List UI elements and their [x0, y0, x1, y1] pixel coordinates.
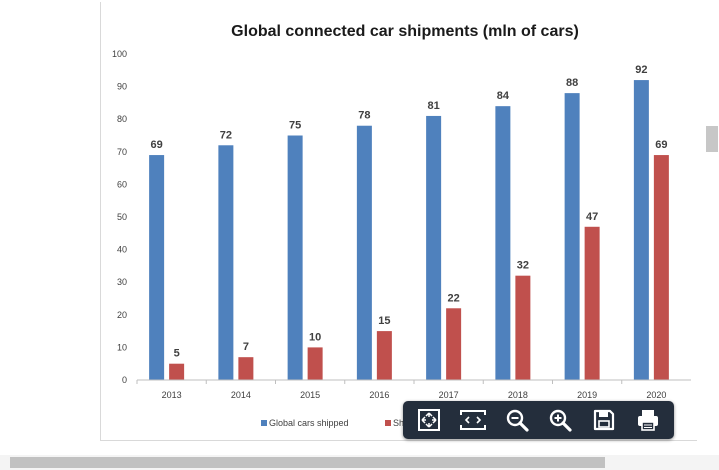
bar-global-2016	[356, 125, 372, 380]
data-label: 69	[151, 139, 163, 151]
data-label: 22	[448, 292, 460, 304]
data-label: 72	[220, 129, 232, 141]
y-tick-label: 10	[117, 342, 127, 352]
bar-second-2015	[307, 347, 323, 380]
data-label: 92	[635, 64, 647, 76]
bar-second-2020	[653, 155, 669, 380]
bar-global-2017	[426, 115, 442, 380]
y-tick-label: 70	[117, 147, 127, 157]
data-label: 5	[174, 348, 180, 360]
vertical-scrollbar[interactable]	[705, 0, 719, 455]
y-axis: 0 10 20 30 40 50 60 70 80 90 100	[112, 49, 127, 385]
legend-label: Sh	[393, 418, 404, 428]
bar-global-2019	[564, 93, 580, 381]
y-tick-label: 0	[122, 375, 127, 385]
x-tick-label: 2016	[369, 390, 389, 400]
data-label: 88	[566, 77, 578, 89]
bar-second-2016	[376, 331, 392, 380]
data-label: 10	[309, 331, 321, 343]
data-label: 32	[517, 260, 529, 272]
chart-title: Global connected car shipments (mln of c…	[231, 23, 579, 40]
data-label: 84	[497, 90, 510, 102]
x-tick-label: 2020	[646, 390, 666, 400]
y-tick-label: 100	[112, 49, 127, 59]
fit-to-page-button[interactable]	[414, 405, 444, 435]
connected-car-bar-chart: Global connected car shipments (mln of c…	[112, 23, 691, 428]
y-tick-label: 40	[117, 245, 127, 255]
bar-global-2015	[287, 135, 303, 380]
data-label: 78	[358, 110, 370, 122]
chart-legend: Global cars shipped Sh	[261, 418, 404, 428]
zoom-out-icon	[506, 409, 529, 432]
x-tick-label: 2018	[508, 390, 528, 400]
save-button[interactable]	[589, 405, 619, 435]
zoom-out-button[interactable]	[502, 405, 532, 435]
printer-icon	[638, 410, 659, 431]
x-tick-label: 2019	[577, 390, 597, 400]
data-label: 47	[586, 211, 598, 223]
bar-global-2020	[633, 80, 649, 380]
zoom-in-button[interactable]	[545, 405, 575, 435]
data-label: 69	[655, 139, 667, 151]
plot-area: 69 5 72 7 75 10 78 15 81 22 84 32 88 47 92 69	[149, 64, 669, 381]
y-tick-label: 80	[117, 114, 127, 124]
bar-second-2013	[169, 363, 185, 380]
x-tick-label: 2013	[162, 390, 182, 400]
data-label: 81	[428, 100, 440, 112]
legend-label: Global cars shipped	[269, 418, 349, 428]
document-page: Global connected car shipments (mln of c…	[100, 2, 697, 441]
legend-swatch	[261, 420, 267, 426]
fit-width-icon	[459, 410, 486, 430]
data-label: 15	[378, 315, 390, 327]
data-label: 7	[243, 341, 249, 353]
y-tick-label: 90	[117, 82, 127, 92]
bar-second-2018	[515, 275, 531, 380]
legend-swatch	[385, 420, 391, 426]
x-tick-label: 2017	[439, 390, 459, 400]
y-tick-label: 50	[117, 212, 127, 222]
y-tick-label: 60	[117, 179, 127, 189]
y-tick-label: 20	[117, 310, 127, 320]
fit-width-button[interactable]	[458, 405, 488, 435]
bar-global-2014	[218, 145, 234, 380]
x-axis: 2013 2014 2015 2016 2017 2018 2019 2020	[136, 379, 691, 400]
bar-second-2017	[446, 308, 462, 380]
x-tick-label: 2014	[231, 390, 251, 400]
data-label: 75	[289, 120, 301, 132]
floppy-disk-icon	[594, 409, 615, 431]
fit-to-page-icon	[417, 409, 440, 431]
bar-global-2013	[149, 155, 165, 380]
zoom-in-icon	[550, 409, 572, 432]
bar-second-2019	[584, 226, 600, 380]
print-button[interactable]	[633, 405, 663, 435]
y-tick-label: 30	[117, 277, 127, 287]
horizontal-scrollbar-thumb[interactable]	[10, 457, 605, 468]
viewer-toolbar	[403, 401, 674, 439]
bar-global-2018	[495, 106, 511, 380]
bar-second-2014	[238, 357, 254, 380]
vertical-scrollbar-thumb[interactable]	[706, 126, 718, 152]
x-tick-label: 2015	[300, 390, 320, 400]
